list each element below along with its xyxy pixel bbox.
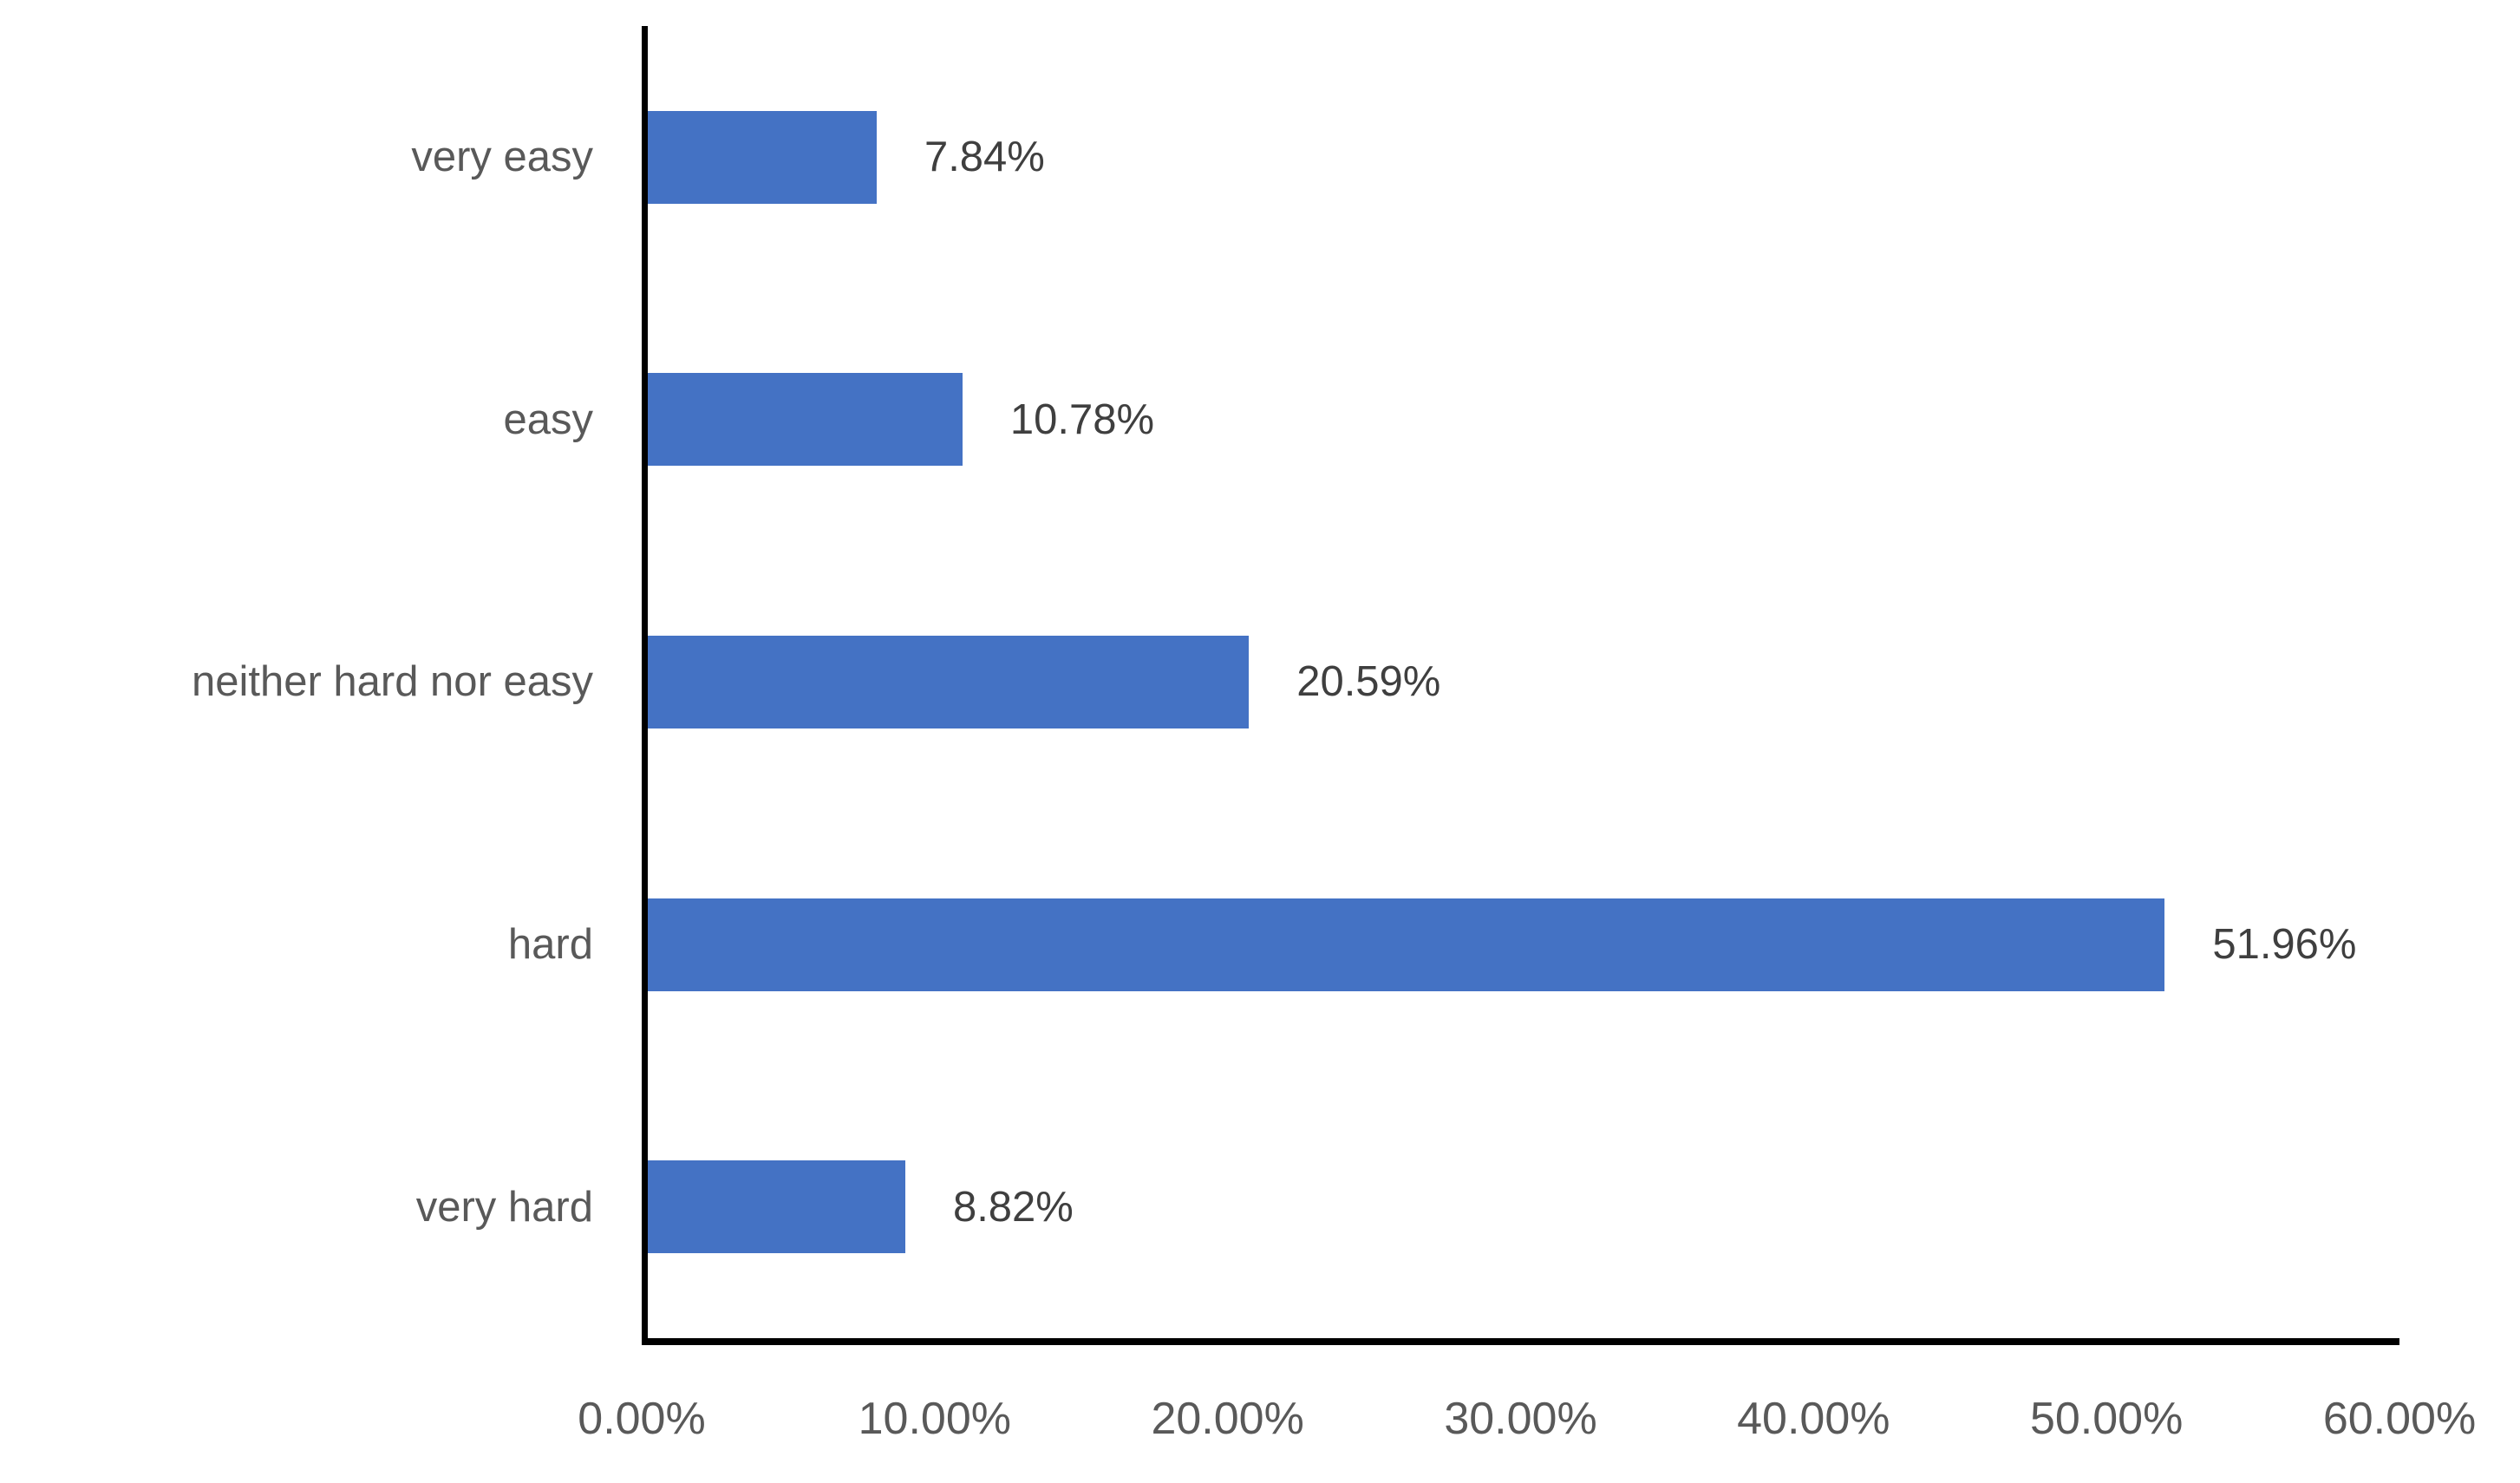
bar (648, 110, 877, 204)
value-label: 20.59% (1296, 658, 1441, 706)
bar (648, 1160, 905, 1254)
bar (648, 635, 1250, 728)
plot-wrapper: very easy easy neither hard nor easy hard ve… (0, 26, 2520, 1345)
value-label: 10.78% (1009, 395, 1155, 443)
plot-area: 7.84% 10.78% 20.59% 51.96% 8.82% (642, 26, 2399, 1345)
bar-chart: very easy easy neither hard nor easy hard ve… (0, 26, 2520, 1458)
category-label: hard (507, 921, 593, 969)
x-axis-tick-label: 30.00% (1444, 1394, 1597, 1444)
value-label: 7.84% (924, 134, 1045, 181)
value-axis: 0.00% 10.00% 20.00% 30.00% 40.00% 50.00% 60.00… (578, 1345, 2476, 1458)
bar (648, 373, 963, 467)
category-label: neither hard nor easy (191, 658, 593, 706)
x-axis-tick-label: 40.00% (1737, 1394, 1890, 1444)
x-axis-tick-label: 50.00% (2029, 1394, 2184, 1444)
bar-row: 10.78% (648, 289, 2399, 552)
x-axis-tick-label: 0.00% (578, 1394, 706, 1444)
x-axis-tick-label: 20.00% (1151, 1394, 1304, 1444)
bar-row: 8.82% (648, 1075, 2399, 1338)
category-label: very hard (415, 1183, 593, 1231)
category-label: easy (503, 395, 593, 443)
bar (648, 898, 2165, 991)
x-axis-tick-label: 10.00% (858, 1394, 1012, 1444)
bar-row: 51.96% (648, 813, 2399, 1076)
category-label: very easy (411, 134, 593, 181)
category-axis: very easy easy neither hard nor easy hard ve… (0, 26, 642, 1345)
bar-row: 20.59% (648, 551, 2399, 813)
value-label: 8.82% (952, 1183, 1074, 1231)
value-label: 51.96% (2212, 921, 2357, 969)
bar-row: 7.84% (648, 26, 2399, 289)
x-axis-tick-label: 60.00% (2322, 1394, 2477, 1444)
